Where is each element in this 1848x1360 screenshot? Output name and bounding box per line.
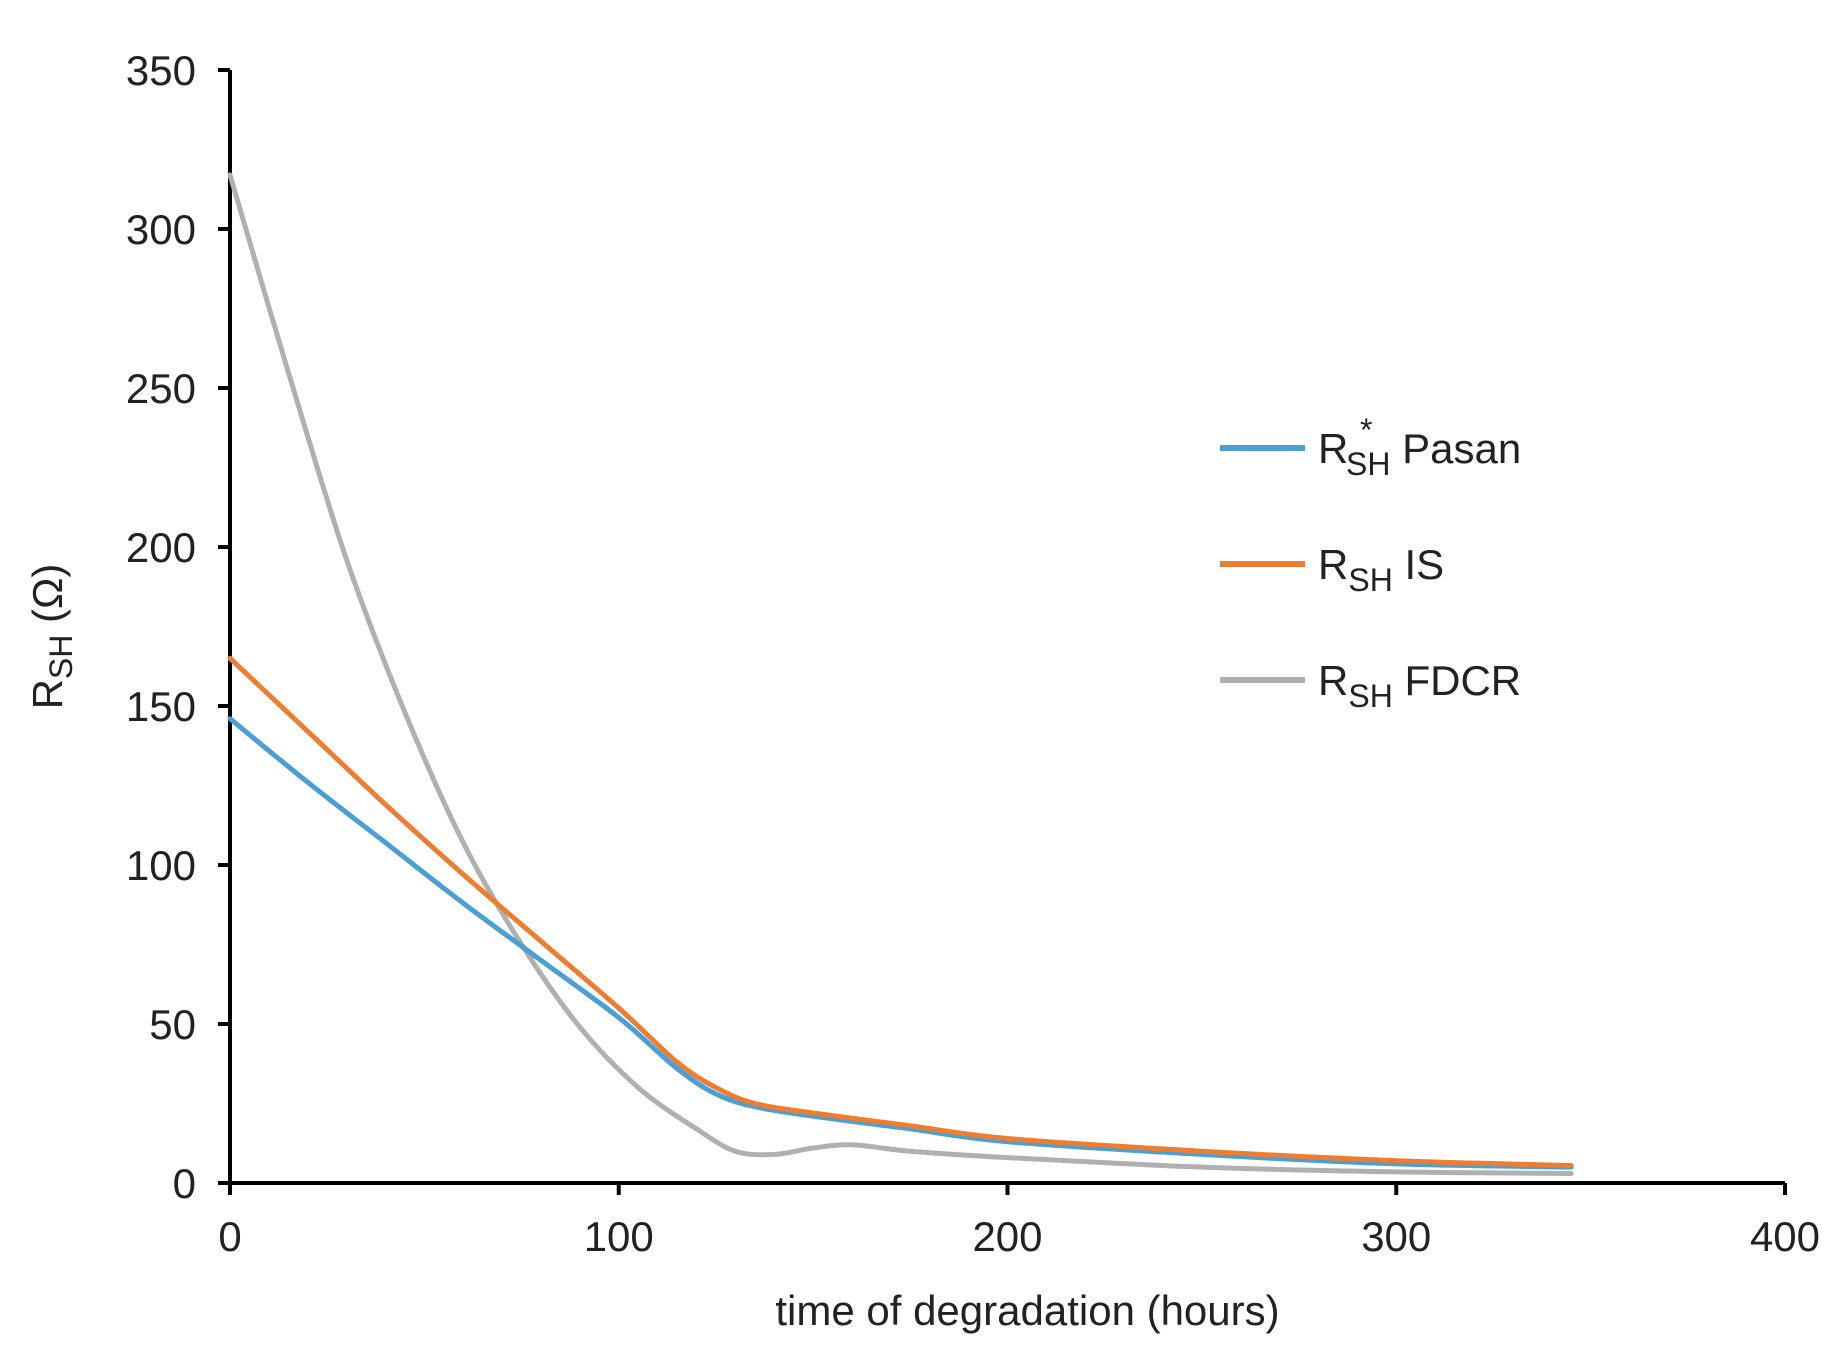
y-axis-title-unit: (Ω) [24,564,71,635]
legend-item: RSH FDCR [1220,657,1521,714]
legend-label-sub: SH [1348,678,1392,714]
series-line-pasan [227,716,1574,1170]
legend-label-sup: * [1360,412,1372,448]
series-group [227,172,1574,1176]
legend-label: RSH FDCR [1318,657,1521,714]
ticks-group: 0 50 100 150 200 250 300 350 0 100 200 300 400 [126,47,1820,1260]
y-axis-title-sub: SH [43,635,79,679]
y-tick-label: 350 [126,47,196,94]
legend-item: RSH IS [1220,541,1444,598]
x-tick-label: 200 [972,1213,1042,1260]
x-tick-label: 300 [1361,1213,1431,1260]
legend-label-sub: SH [1346,446,1390,482]
legend-label-base: R [1318,541,1348,588]
y-tick-label: 0 [173,1160,196,1207]
y-axis-title-base: R [24,679,71,709]
legend-label-base: R [1318,657,1348,704]
series-line-fdcr [227,172,1574,1176]
legend-label-rest: Pasan [1390,425,1521,472]
legend-label-sub: SH [1348,562,1392,598]
legend-label: RSH IS [1318,541,1444,598]
series-line-is [227,655,1574,1168]
legend-label-rest: FDCR [1393,657,1521,704]
y-tick-label: 300 [126,206,196,253]
y-tick-label: 250 [126,365,196,412]
y-tick-label: 50 [149,1001,196,1048]
y-tick-label: 200 [126,524,196,571]
axes [228,70,1785,1185]
x-tick-label: 0 [218,1213,241,1260]
x-axis-title: time of degradation (hours) [775,1287,1279,1334]
y-tick-label: 150 [126,683,196,730]
legend-item: R * SH Pasan [1220,412,1521,482]
y-tick-label: 100 [126,842,196,889]
legend-label: R * SH Pasan [1318,412,1521,482]
y-axis-title: RSH (Ω) [24,564,79,710]
x-tick-label: 400 [1750,1213,1820,1260]
legend-label-rest: IS [1393,541,1444,588]
x-tick-label: 100 [584,1213,654,1260]
legend-label-base: R [1318,425,1348,472]
